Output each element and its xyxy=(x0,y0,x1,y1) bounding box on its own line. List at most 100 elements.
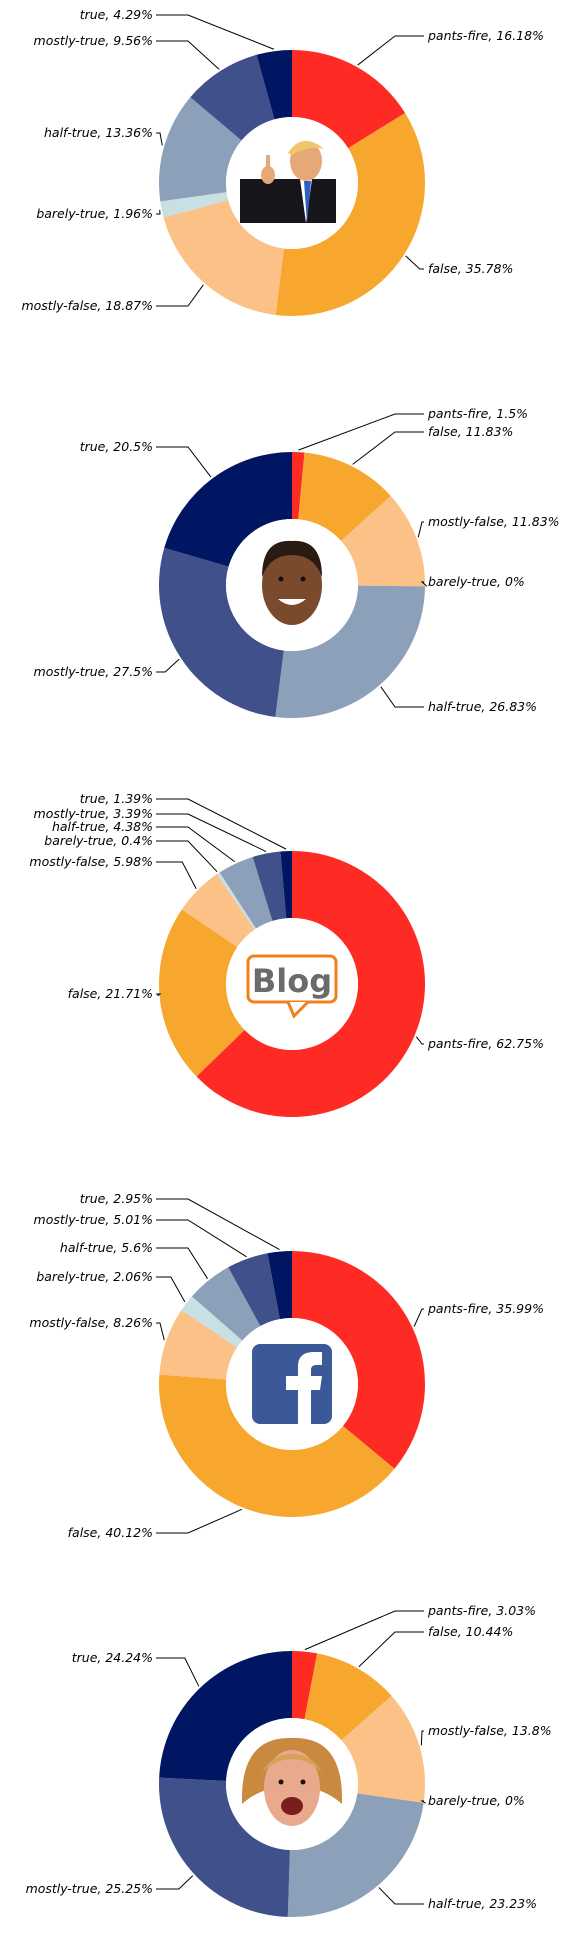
slice-mostly-false xyxy=(159,1310,238,1380)
label-half-true: half-true, 4.38% xyxy=(52,819,153,834)
label-mostly-false: mostly-false, 5.98% xyxy=(29,854,153,869)
slice-half-true xyxy=(191,1267,261,1341)
leader-line-mostly-false xyxy=(417,521,424,538)
leader-line-mostly-true xyxy=(156,658,180,673)
trump-hair xyxy=(288,140,324,155)
slice-mostly-false xyxy=(181,874,255,948)
clinton-mouth xyxy=(281,1797,303,1815)
label-false: false, 21.71% xyxy=(68,986,153,1001)
slice-true xyxy=(267,1251,292,1320)
leader-line-barely-true xyxy=(156,209,161,215)
label-barely-true: barely-true, 2.06% xyxy=(36,1269,153,1284)
label-mostly-true: mostly-true, 25.25% xyxy=(26,1881,153,1896)
label-mostly-true: mostly-true, 27.5% xyxy=(34,664,153,679)
label-pants-fire: pants-fire, 62.75% xyxy=(427,1036,544,1051)
label-false: false, 40.12% xyxy=(68,1525,153,1540)
label-half-true: half-true, 5.6% xyxy=(60,1240,153,1255)
slice-mostly-true xyxy=(228,1253,280,1327)
label-half-true: half-true, 13.36% xyxy=(44,125,153,140)
leader-line-barely-true xyxy=(420,581,428,587)
slice-half-true xyxy=(219,856,273,929)
leader-line-barely-true xyxy=(420,1800,426,1804)
leader-line-half-true xyxy=(156,826,236,863)
leader-line-half-true xyxy=(380,686,424,708)
leader-line-true xyxy=(156,1198,280,1251)
slice-barely-true xyxy=(160,192,229,218)
label-true: true, 4.29% xyxy=(80,7,153,22)
slice-pants-fire xyxy=(196,851,426,1118)
hillary-clinton-photo xyxy=(241,1737,343,1826)
facebook-logo xyxy=(252,1344,332,1424)
slice-mostly-false xyxy=(341,495,425,587)
donut-chart-2: pants-fire, 1.5% false, 11.83% mostly-fals… xyxy=(34,406,560,719)
slice-barely-true xyxy=(216,872,257,930)
slice-false xyxy=(298,452,391,541)
leader-line-mostly-false xyxy=(156,1322,165,1341)
donut-chart-4: pants-fire, 35.99% false, 40.12% mostly-fa… xyxy=(29,1191,544,1540)
leader-line-true xyxy=(156,14,275,50)
slice-barely-true xyxy=(181,1296,243,1348)
leader-line-true xyxy=(156,798,287,850)
label-barely-true: barely-true, 1.96% xyxy=(36,206,153,221)
label-true: true, 20.5% xyxy=(80,439,153,454)
label-pants-fire: pants-fire, 35.99% xyxy=(427,1301,544,1316)
leader-line-false xyxy=(405,255,424,270)
label-barely-true: barely-true, 0% xyxy=(428,574,525,589)
blog-logo-text: Blog xyxy=(252,962,332,1000)
trump-suit xyxy=(240,179,336,223)
slice-mostly-false xyxy=(163,200,284,315)
leader-line-half-true xyxy=(156,1247,208,1279)
label-false: false, 35.78% xyxy=(428,261,513,276)
leader-line-true xyxy=(156,1657,200,1687)
blog-logo-tail xyxy=(286,1000,310,1019)
slice-half-true xyxy=(275,585,425,719)
leader-line-pants-fire xyxy=(298,413,424,451)
leader-line-mostly-true xyxy=(156,1219,247,1258)
clinton-face xyxy=(264,1750,320,1826)
slice-mostly-true xyxy=(158,547,284,717)
label-mostly-true: mostly-true, 3.39% xyxy=(34,806,153,821)
label-mostly-false: mostly-false, 8.26% xyxy=(29,1315,153,1330)
obama-hair xyxy=(262,540,322,577)
leader-line-mostly-false xyxy=(420,1730,424,1746)
slice-pants-fire xyxy=(292,50,406,149)
label-mostly-true: mostly-true, 9.56% xyxy=(34,33,153,48)
label-true: true, 1.39% xyxy=(80,791,153,806)
leader-line-mostly-true xyxy=(156,1875,194,1890)
leader-line-pants-fire xyxy=(413,1308,424,1327)
obama-face xyxy=(262,545,322,625)
leader-line-mostly-false xyxy=(156,284,204,307)
slice-false xyxy=(275,113,426,317)
label-mostly-false: mostly-false, 18.87% xyxy=(21,298,153,313)
slice-true xyxy=(164,452,292,567)
label-true: true, 2.95% xyxy=(80,1191,153,1206)
obama-smile xyxy=(278,599,306,605)
donut-chart-5: pants-fire, 3.03% false, 10.44% mostly-fal… xyxy=(26,1603,552,1917)
slice-pants-fire xyxy=(292,452,305,520)
slice-true xyxy=(256,50,292,120)
leader-line-barely-true xyxy=(156,840,218,873)
leader-line-mostly-false xyxy=(156,861,197,890)
leader-line-false xyxy=(156,993,162,997)
leader-line-pants-fire xyxy=(357,35,424,66)
leader-line-false xyxy=(352,431,424,465)
leader-line-true xyxy=(156,446,212,478)
donut-chart-1: pants-fire, 16.18% false, 35.78% mostly-fa… xyxy=(21,7,544,317)
label-false: false, 10.44% xyxy=(428,1624,513,1639)
leader-line-pants-fire xyxy=(415,1036,424,1045)
label-pants-fire: pants-fire, 1.5% xyxy=(427,406,528,421)
facebook-f-glyph xyxy=(286,1352,322,1424)
leader-line-half-true xyxy=(378,1887,424,1905)
slice-pants-fire xyxy=(292,1251,426,1469)
slice-half-true xyxy=(159,97,242,202)
label-true: true, 24.24% xyxy=(72,1650,153,1665)
donut-chart-3: pants-fire, 62.75% false, 21.71% mostly-fa… xyxy=(29,791,544,1118)
trump-hand xyxy=(261,166,275,184)
slice-half-true xyxy=(287,1793,424,1917)
leader-line-mostly-true xyxy=(156,813,267,852)
label-false: false, 11.83% xyxy=(428,424,513,439)
label-half-true: half-true, 26.83% xyxy=(428,699,537,714)
label-mostly-true: mostly-true, 5.01% xyxy=(34,1212,153,1227)
slice-mostly-false xyxy=(341,1695,425,1803)
